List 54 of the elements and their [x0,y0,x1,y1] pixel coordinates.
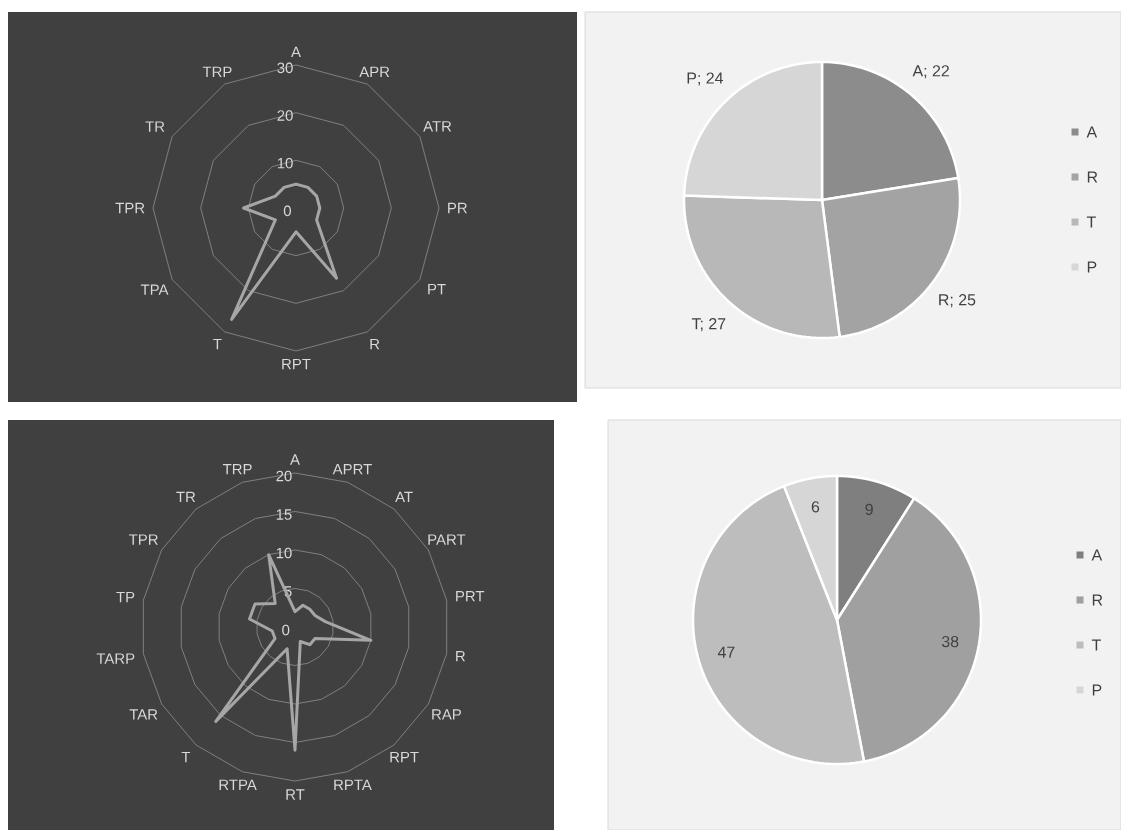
spoke-label: ATR [423,121,452,132]
legend-label: P [1087,261,1097,273]
spoke-label: PART [428,534,466,545]
spoke-label: RT [286,789,305,800]
spoke-label: TARP [96,653,135,664]
spoke-label: PT [428,283,446,295]
legend-label: P [1092,684,1102,696]
spoke-label: R [370,338,380,350]
spoke-label: APR [359,66,390,77]
spoke-label: TPR [115,202,145,214]
spoke-label: TR [176,491,196,503]
spoke-label: TPR [128,534,158,545]
spoke-label: TR [145,121,165,132]
y-tick-label: 15 [276,509,292,520]
spoke-label: RAP [432,709,461,720]
legend-label: R [1087,171,1098,183]
spoke-label: APRT [332,464,372,475]
data-label: 9 [865,503,873,516]
legend-label: A [1091,549,1103,561]
spoke-label: RTPA [219,779,257,790]
y-tick-label: 20 [276,470,292,482]
spoke-label: RPT [282,358,311,370]
spoke-label: PR [448,202,467,214]
spoke-label: TRP [222,464,252,475]
spoke-label: R [456,651,466,662]
spoke-label: AT [395,491,413,503]
data-label: 6 [811,501,820,513]
spoke-label: T [181,751,191,763]
data-label: 38 [941,635,959,648]
spoke-label: TP [116,591,135,603]
data-label: R; 25 [939,294,976,308]
spoke-label: PRT [456,591,485,602]
spoke-label: RPTA [334,779,372,790]
y-tick-label: 0 [282,624,290,636]
spoke-label: T [213,338,222,350]
y-tick-label: 20 [277,110,293,121]
y-tick-label: 30 [277,62,293,74]
spoke-label: TAR [129,709,158,720]
spoke-label: A [290,454,300,465]
y-tick-label: 0 [283,205,291,217]
legend-label: T [1091,639,1101,651]
spoke-label: RPT [390,751,419,763]
y-tick-label: 10 [277,157,293,169]
data-label: 47 [717,646,735,658]
data-label: T; 27 [691,318,726,332]
data-label: P; 24 [687,72,724,86]
spoke-label: TRP [202,66,232,77]
legend-label: T [1086,216,1096,228]
spoke-label: A [291,46,301,58]
y-tick-label: 10 [276,547,292,559]
spoke-label: TPA [140,284,169,295]
data-label: A; 22 [912,65,949,79]
legend-label: A [1086,126,1098,138]
legend-label: R [1092,594,1103,606]
